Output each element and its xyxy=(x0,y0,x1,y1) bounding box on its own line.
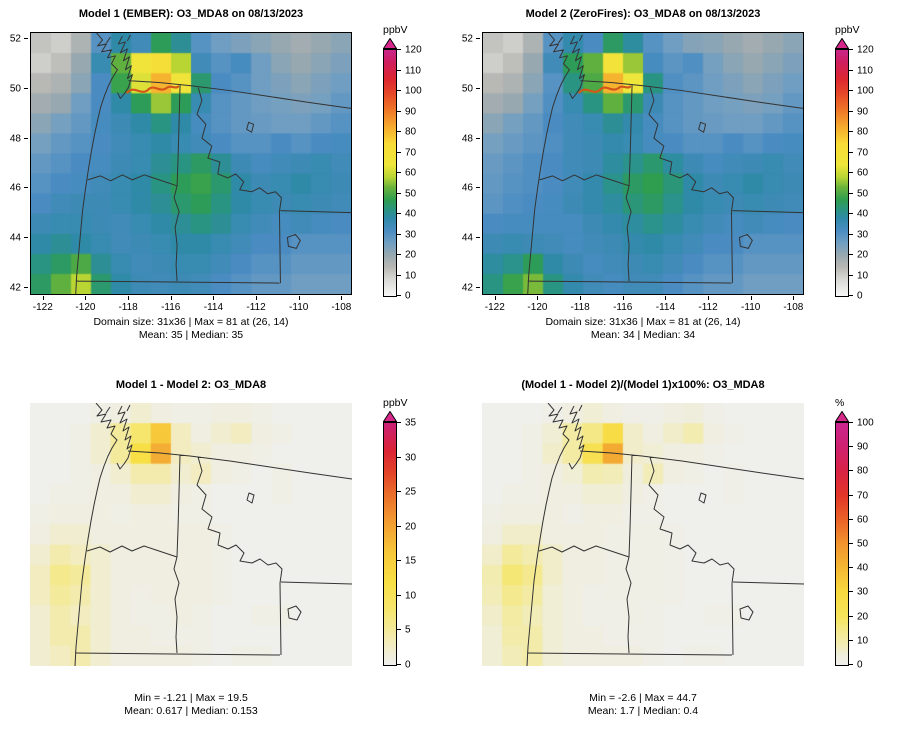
page-title: Model 1 (EMBER): O3_MDA8 on 08/13/2023 xyxy=(78,8,304,20)
stats-block: Domain size: 31x36 | Max = 81 at (26, 14… xyxy=(20,316,362,342)
heatmap-canvas xyxy=(483,33,803,294)
colorbar-gradient xyxy=(384,50,396,296)
map-plot-model1 xyxy=(30,32,352,295)
stats-line-2: Mean: 0.617 | Median: 0.153 xyxy=(124,705,258,717)
colorbar-ticks: 0 5 10 15 20 25 30 35 xyxy=(397,418,437,671)
colorbar-over-triangle xyxy=(835,38,849,49)
colorbar: ppbV 0 5 10 15 20 25 30 35 xyxy=(383,397,443,671)
colorbar-bar: 0 10 20 30 40 50 60 70 80 90 100 110 120 xyxy=(383,45,422,302)
colorbar-unit-label: ppbV xyxy=(835,24,860,36)
colorbar-gradient xyxy=(836,423,848,665)
colorbar-over-triangle xyxy=(835,411,849,422)
heatmap-canvas xyxy=(482,403,804,666)
page-title: (Model 1 - Model 2)/(Model 1)x100%: O3_M… xyxy=(521,379,765,391)
colorbar-bar: 0 5 10 15 20 25 30 35 xyxy=(383,418,416,671)
colorbar-over-triangle xyxy=(383,38,397,49)
map-plot-model2 xyxy=(482,32,804,295)
colorbar-bar: 0 10 20 30 40 50 60 70 80 90 100 xyxy=(835,418,874,671)
stats-block: Min = -1.21 | Max = 19.5 Mean: 0.617 | M… xyxy=(20,692,362,718)
stats-line-2: Mean: 34 | Median: 34 xyxy=(590,329,696,341)
stats-line-1: Domain size: 31x36 | Max = 81 at (26, 14… xyxy=(93,316,289,328)
stats-line-2: Mean: 1.7 | Median: 0.4 xyxy=(587,705,699,717)
stats-line-1: Domain size: 31x36 | Max = 81 at (26, 14… xyxy=(545,316,741,328)
page-title: Model 2 (ZeroFires): O3_MDA8 on 08/13/20… xyxy=(525,8,761,20)
heatmap-canvas xyxy=(30,403,352,666)
y-axis: 42 44 46 48 50 52 xyxy=(0,32,28,295)
y-axis: 42 44 46 48 50 52 xyxy=(452,32,480,295)
stats-line-2: Mean: 35 | Median: 35 xyxy=(138,329,244,341)
stats-line-1: Min = -2.6 | Max = 44.7 xyxy=(589,692,697,704)
colorbar: % 0 10 20 30 40 50 60 70 80 90 100 xyxy=(835,397,895,671)
colorbar-over-triangle xyxy=(383,411,397,422)
colorbar-bar: 0 10 20 30 40 50 60 70 80 90 100 110 120 xyxy=(835,45,874,302)
map-overlay xyxy=(74,403,352,666)
heatmap-canvas xyxy=(31,33,351,294)
stats-line-1: Min = -1.21 | Max = 19.5 xyxy=(134,692,248,704)
colorbar-gradient xyxy=(384,423,396,665)
colorbar-unit-label: % xyxy=(835,397,845,409)
colorbar-gradient xyxy=(836,50,848,296)
map-overlay xyxy=(526,403,804,666)
colorbar-unit-label: ppbV xyxy=(383,397,408,409)
map-overlay xyxy=(75,33,351,294)
map-overlay xyxy=(527,33,803,294)
map-plot-percent xyxy=(482,403,804,666)
colorbar-ticks: 0 10 20 30 40 50 60 70 80 90 100 110 120 xyxy=(849,45,889,302)
stats-block: Domain size: 31x36 | Max = 81 at (26, 14… xyxy=(472,316,814,342)
stats-block: Min = -2.6 | Max = 44.7 Mean: 1.7 | Medi… xyxy=(472,692,814,718)
x-axis: -122 -120 -118 -116 -114 -112 -110 -108 xyxy=(30,296,352,314)
colorbar-ticks: 0 10 20 30 40 50 60 70 80 90 100 110 120 xyxy=(397,45,437,302)
colorbar: ppbV 0 10 20 30 40 50 60 70 80 90 100 110 120 xyxy=(383,24,443,302)
x-axis: -122 -120 -118 -116 -114 -112 -110 -108 xyxy=(482,296,804,314)
colorbar-unit-label: ppbV xyxy=(383,24,408,36)
page-title: Model 1 - Model 2: O3_MDA8 xyxy=(115,379,267,391)
colorbar: ppbV 0 10 20 30 40 50 60 70 80 90 100 110 120 xyxy=(835,24,895,302)
map-plot-difference xyxy=(30,403,352,666)
colorbar-ticks: 0 10 20 30 40 50 60 70 80 90 100 xyxy=(849,418,889,671)
